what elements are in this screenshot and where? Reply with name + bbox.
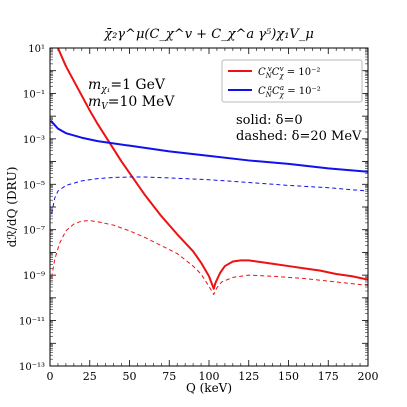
annotation-dashed: dashed: δ=20 MeV (236, 129, 362, 144)
y-tick-label-4: 10⁻⁷ (23, 226, 45, 237)
y-tick-label-5: 10⁻⁹ (23, 271, 45, 282)
legend: CNvCχv = 10⁻² CNaCχa = 10⁻² (221, 59, 363, 103)
y-axis-label: dℛ/dQ (DRU) (5, 167, 19, 248)
x-tick-label-4: 100 (199, 370, 220, 383)
y-tick-label-1: 10⁻¹ (23, 89, 45, 100)
x-tick-label-0: 0 (47, 370, 54, 383)
x-tick-label-3: 75 (162, 370, 176, 383)
y-tick-label-7: 10⁻¹³ (19, 362, 45, 373)
series-line-0-solid (56, 48, 368, 290)
x-tick-labels: 0 25 50 75 100 125 150 175 200 (47, 370, 379, 383)
x-axis-label: Q (keV) (186, 381, 232, 395)
y-tick-label-2: 10⁻³ (23, 135, 45, 146)
x-tick-label-5: 125 (238, 370, 259, 383)
x-tick-label-6: 150 (278, 370, 299, 383)
series-line-3-dashed (51, 220, 368, 295)
y-tick-label-0: 10¹ (28, 44, 45, 55)
annotation-mass-chi: mχ₁=1 GeV (88, 77, 166, 95)
chart-title: χ̄₂γ^μ(C_χ^v + C_χ^a γ⁵)χ₁V_μ (103, 27, 314, 42)
x-tick-label-1: 25 (83, 370, 97, 383)
plot-frame (49, 47, 369, 367)
y-tick-label-6: 10⁻¹¹ (19, 317, 45, 328)
x-tick-label-8: 200 (358, 370, 379, 383)
annotation-mass-v: mV=10 MeV (88, 94, 175, 112)
x-tick-label-7: 175 (318, 370, 339, 383)
y-tick-label-3: 10⁻⁵ (23, 180, 45, 191)
legend-label-vector: CNvCχv = 10⁻² (258, 65, 320, 80)
series-line-1-solid (50, 120, 368, 173)
annotation-solid: solid: δ=0 (236, 113, 303, 128)
legend-box (221, 59, 363, 103)
x-tick-label-2: 50 (123, 370, 137, 383)
series-layer (50, 48, 368, 295)
y-tick-labels: 10¹ 10⁻¹ 10⁻³ 10⁻⁵ 10⁻⁷ 10⁻⁹ 10⁻¹¹ 10⁻¹³ (19, 44, 45, 373)
legend-label-axial: CNaCχa = 10⁻² (258, 84, 321, 99)
